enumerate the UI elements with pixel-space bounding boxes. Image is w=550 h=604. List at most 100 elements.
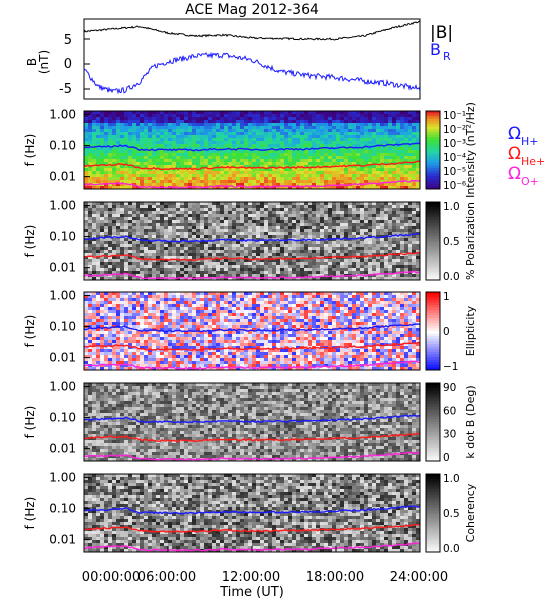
heatmap-cell xyxy=(124,205,128,208)
heatmap-cell xyxy=(316,232,320,235)
heatmap-cell xyxy=(268,244,272,247)
heatmap-cell xyxy=(412,147,416,150)
heatmap-cell xyxy=(348,129,352,132)
heatmap-cell xyxy=(400,156,404,159)
heatmap-cell xyxy=(384,229,388,232)
heatmap-cell xyxy=(316,211,320,214)
heatmap-cell xyxy=(136,262,140,265)
heatmap-cell xyxy=(84,217,88,220)
heatmap-cell xyxy=(88,132,92,135)
heatmap-cell xyxy=(108,295,112,298)
heatmap-cell xyxy=(348,159,352,162)
heatmap-cell xyxy=(148,208,152,211)
heatmap-cell xyxy=(316,144,320,147)
heatmap-cell xyxy=(308,259,312,262)
heatmap-cell xyxy=(412,241,416,244)
heatmap-cell xyxy=(316,250,320,253)
heatmap-cell xyxy=(152,334,156,337)
heatmap-cell xyxy=(368,168,372,171)
heatmap-cell xyxy=(192,156,196,159)
heatmap-cell xyxy=(304,153,308,156)
heatmap-cell xyxy=(144,361,148,364)
heatmap-cell xyxy=(92,159,96,162)
heatmap-cell xyxy=(148,316,152,319)
heatmap-cell xyxy=(92,298,96,301)
heatmap-cell xyxy=(104,355,108,358)
heatmap-cell xyxy=(220,132,224,135)
heatmap-cell xyxy=(112,349,116,352)
heatmap-cell xyxy=(88,247,92,250)
heatmap-cell xyxy=(164,138,168,141)
heatmap-cell xyxy=(280,244,284,247)
heatmap-cell xyxy=(224,208,228,211)
heatmap-cell xyxy=(340,205,344,208)
heatmap-cell xyxy=(112,217,116,220)
heatmap-cell xyxy=(324,241,328,244)
heatmap-cell xyxy=(200,159,204,162)
heatmap-cell xyxy=(176,208,180,211)
heatmap-cell xyxy=(204,138,208,141)
heatmap-cell xyxy=(324,268,328,271)
heatmap-cell xyxy=(372,135,376,138)
heatmap-cell xyxy=(188,138,192,141)
heatmap-cell xyxy=(96,177,100,180)
heatmap-cell xyxy=(96,129,100,132)
heatmap-cell xyxy=(180,205,184,208)
heatmap-cell xyxy=(336,153,340,156)
colorbar-segment xyxy=(426,145,440,148)
heatmap-cell xyxy=(92,307,96,310)
heatmap-cell xyxy=(344,120,348,123)
heatmap-cell xyxy=(120,214,124,217)
heatmap-cell xyxy=(284,132,288,135)
heatmap-cell xyxy=(392,156,396,159)
heatmap-cell xyxy=(276,156,280,159)
heatmap-cell xyxy=(328,177,332,180)
heatmap-cell xyxy=(124,114,128,117)
heatmap-cell xyxy=(312,208,316,211)
heatmap-cell xyxy=(360,214,364,217)
heatmap-cell xyxy=(136,319,140,322)
heatmap-cell xyxy=(152,217,156,220)
heatmap-cell xyxy=(312,241,316,244)
heatmap-cell xyxy=(200,244,204,247)
heatmap-cell xyxy=(164,244,168,247)
heatmap-cell xyxy=(376,229,380,232)
heatmap-cell xyxy=(340,211,344,214)
heatmap-cell xyxy=(296,129,300,132)
heatmap-cell xyxy=(340,250,344,253)
heatmap-cell xyxy=(84,220,88,223)
heatmap-cell xyxy=(164,262,168,265)
heatmap-cell xyxy=(148,343,152,346)
heatmap-cell xyxy=(244,211,248,214)
heatmap-cell xyxy=(300,162,304,165)
heatmap-cell xyxy=(184,220,188,223)
heatmap-cell xyxy=(88,268,92,271)
heatmap-cell xyxy=(308,211,312,214)
heatmap-cell xyxy=(404,177,408,180)
heatmap-cell xyxy=(112,247,116,250)
heatmap-cell xyxy=(316,156,320,159)
heatmap-cell xyxy=(288,150,292,153)
heatmap-cell xyxy=(248,120,252,123)
heatmap-cell xyxy=(392,165,396,168)
heatmap-cell xyxy=(380,168,384,171)
heatmap-cell xyxy=(260,268,264,271)
heatmap-cell xyxy=(108,217,112,220)
heatmap-cell xyxy=(168,223,172,226)
heatmap-cell xyxy=(412,205,416,208)
heatmap-cell xyxy=(112,358,116,361)
heatmap-cell xyxy=(412,259,416,262)
heatmap-cell xyxy=(392,262,396,265)
colorbar-segment xyxy=(426,267,440,270)
heatmap-cell xyxy=(384,241,388,244)
heatmap-cell xyxy=(92,141,96,144)
heatmap-cell xyxy=(124,265,128,268)
heatmap-cell xyxy=(236,208,240,211)
heatmap-cell xyxy=(100,244,104,247)
heatmap-cell xyxy=(404,183,408,186)
heatmap-cell xyxy=(212,135,216,138)
heatmap-cell xyxy=(280,232,284,235)
heatmap-cell xyxy=(384,114,388,117)
heatmap-cell xyxy=(196,232,200,235)
heatmap-cell xyxy=(344,268,348,271)
